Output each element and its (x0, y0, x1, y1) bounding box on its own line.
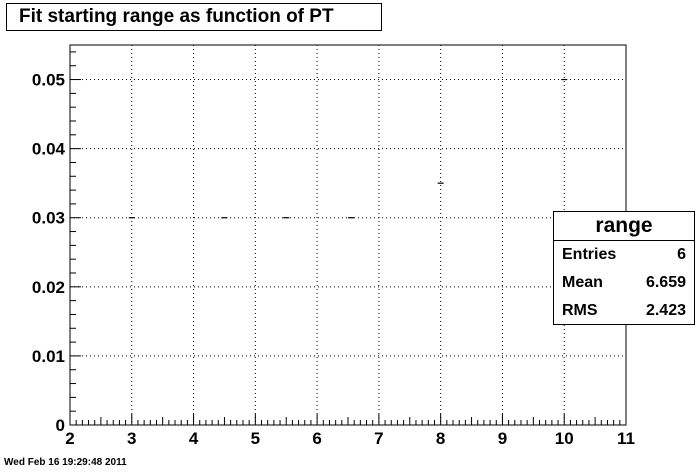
datestamp: Wed Feb 16 19:29:48 2011 (4, 457, 127, 468)
grid (70, 45, 626, 425)
stats-row-rms: RMS 2.423 (554, 297, 694, 325)
y-tick-label: 0.04 (32, 140, 66, 159)
x-tick-label: 7 (374, 429, 383, 448)
x-tick-label: 11 (617, 429, 635, 448)
x-tick-label: 8 (436, 429, 445, 448)
y-tick-label: 0.03 (32, 209, 65, 228)
x-tick-label: 6 (312, 429, 321, 448)
stats-value: 6.659 (645, 274, 686, 291)
stats-label: Entries (562, 246, 617, 263)
y-tick-label: 0.05 (32, 71, 65, 90)
y-tick-label: 0 (56, 416, 65, 435)
data-points (128, 78, 568, 219)
stats-label: Mean (562, 274, 603, 291)
stats-title: range (554, 212, 694, 241)
x-tick-label: 4 (189, 429, 199, 448)
x-tick-label: 10 (555, 429, 574, 448)
x-tick-label: 3 (127, 429, 136, 448)
axis-ticks (69, 51, 627, 426)
x-axis-tick-labels: 2 3 4 5 6 7 8 9 10 11 (65, 429, 635, 448)
stats-label: RMS (562, 302, 598, 319)
x-tick-label: 2 (65, 429, 74, 448)
chart-title: Fit starting range as function of PT (6, 3, 382, 31)
plot-frame (69, 44, 627, 426)
stats-box: range Entries 6 Mean 6.659 RMS 2.423 (553, 211, 695, 325)
y-tick-label: 0.02 (32, 278, 65, 297)
stats-row-mean: Mean 6.659 (554, 269, 694, 297)
stats-row-entries: Entries 6 (554, 241, 694, 269)
stats-value: 2.423 (645, 302, 686, 319)
stats-value: 6 (677, 246, 686, 263)
x-tick-label: 9 (498, 429, 507, 448)
x-tick-label: 5 (251, 429, 260, 448)
y-axis-tick-labels: 0 0.01 0.02 0.03 0.04 0.05 (32, 71, 66, 435)
y-tick-label: 0.01 (32, 347, 65, 366)
